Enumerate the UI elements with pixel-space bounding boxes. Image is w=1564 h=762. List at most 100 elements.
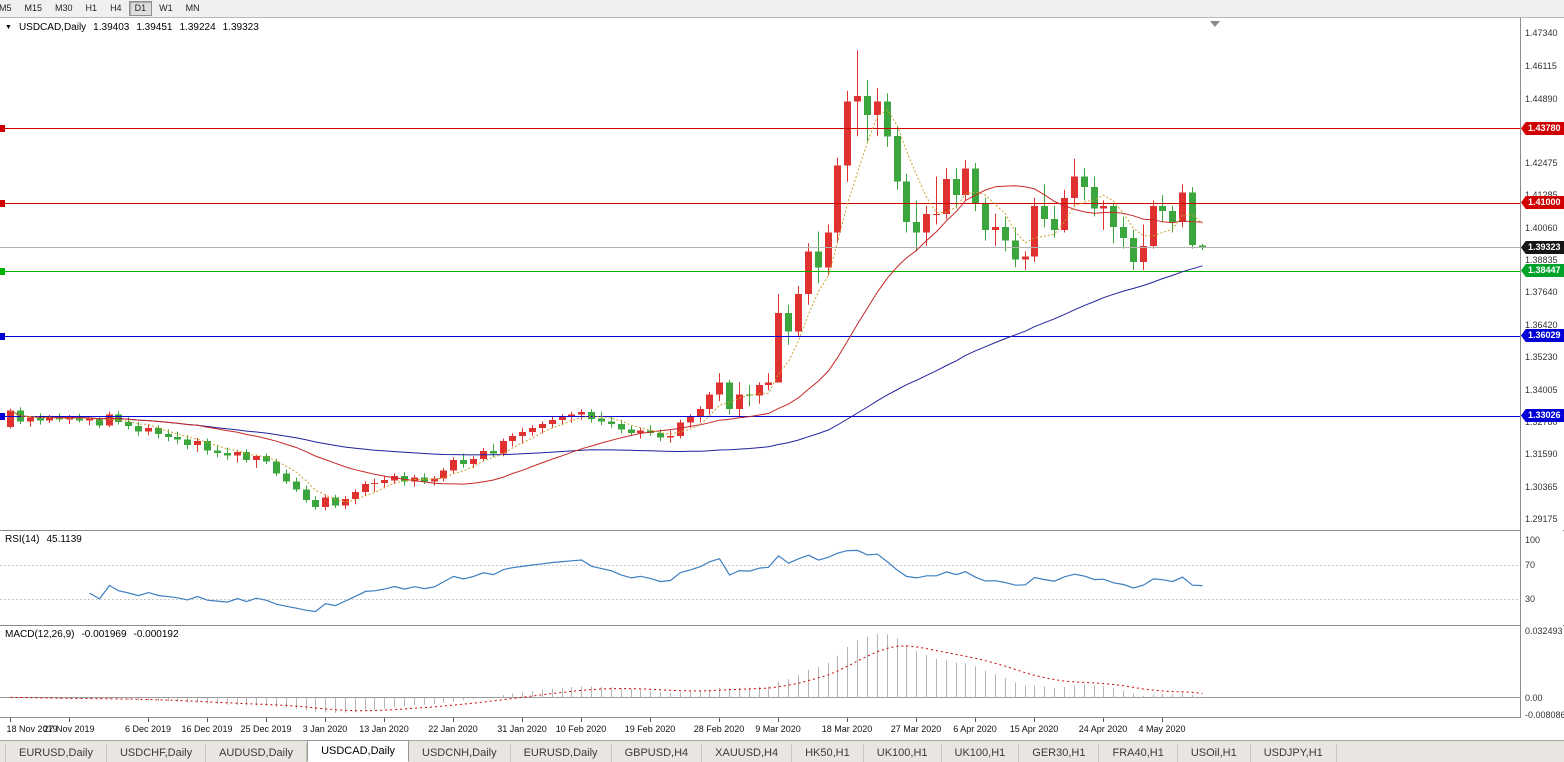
date-label: 18 Mar 2020 — [821, 724, 873, 734]
price-tick-label: 1.29175 — [1525, 514, 1558, 524]
price-tick-label: 1.42475 — [1525, 158, 1558, 168]
high-value: 1.39451 — [136, 22, 173, 33]
date-label: 16 Dec 2019 — [181, 724, 233, 734]
price-tick-label: 1.36420 — [1525, 320, 1558, 330]
time-tick — [847, 718, 848, 722]
chart-tab[interactable]: UK100,H1 — [864, 744, 942, 762]
date-label: 19 Feb 2020 — [624, 724, 676, 734]
price-tick-label: 1.47340 — [1525, 28, 1558, 38]
time-tick — [778, 718, 779, 722]
price-tick-label: 1.38835 — [1525, 255, 1558, 265]
chart-tab[interactable]: EURUSD,Daily — [511, 744, 612, 762]
time-tick — [581, 718, 582, 722]
macd-indicator-name: MACD(12,26,9) — [5, 629, 75, 640]
timeframe-button-H4[interactable]: H4 — [104, 1, 128, 16]
chart-menu-arrow-icon[interactable]: ▼ — [5, 24, 12, 31]
chart-tab[interactable]: FRA40,H1 — [1099, 744, 1178, 762]
chart-tab[interactable]: GBPUSD,H4 — [612, 744, 703, 762]
date-label: 15 Apr 2020 — [1009, 724, 1059, 734]
main-chart[interactable] — [0, 18, 1520, 530]
rsi-indicator-name: RSI(14) — [5, 534, 40, 545]
price-tick-label: 1.32780 — [1525, 417, 1558, 427]
date-label: 24 Apr 2020 — [1078, 724, 1128, 734]
timeframe-button-M30[interactable]: M30 — [49, 1, 79, 16]
rsi-axis-label: 30 — [1525, 594, 1536, 604]
chart-tabs-bar: EURUSD,Daily USDCHF,Daily AUDUSD,Daily USDC… — [0, 740, 1564, 762]
macd-axis-label: 0.00 — [1525, 693, 1543, 703]
timeframe-button-MN[interactable]: MN — [180, 1, 206, 16]
date-label: 31 Jan 2020 — [497, 724, 547, 734]
chart-tab[interactable]: HK50,H1 — [792, 744, 864, 762]
open-value: 1.39403 — [93, 22, 130, 33]
price-badge: 1.38447 — [1521, 264, 1564, 277]
macd-label: MACD(12,26,9) -0.001969 -0.000192 — [5, 629, 179, 640]
time-tick — [650, 718, 651, 722]
date-label: 6 Apr 2020 — [953, 724, 997, 734]
price-tick-label: 1.31590 — [1525, 449, 1558, 459]
chart-tab[interactable]: USDJPY,H1 — [1251, 744, 1337, 762]
price-badge: 1.39323 — [1521, 241, 1564, 254]
chart-tab[interactable]: USDCNH,Daily — [409, 744, 511, 762]
rsi-value: 45.1139 — [46, 534, 82, 545]
time-tick — [325, 718, 326, 722]
rsi-axis-label: 70 — [1525, 560, 1536, 570]
chart-tab[interactable]: USDCAD,Daily — [307, 740, 410, 762]
time-tick — [719, 718, 720, 722]
time-tick — [69, 718, 70, 722]
time-tick — [148, 718, 149, 722]
chart-tab[interactable]: UK100,H1 — [942, 744, 1020, 762]
time-tick — [916, 718, 917, 722]
chart-tab[interactable]: XAUUSD,H4 — [702, 744, 793, 762]
timeframe-button-M5[interactable]: M5 — [0, 1, 18, 16]
time-tick — [1034, 718, 1035, 722]
time-tick — [1162, 718, 1163, 722]
rsi-panel[interactable] — [0, 531, 1520, 625]
date-label: 13 Jan 2020 — [359, 724, 409, 734]
rsi-axis-label: 100 — [1525, 535, 1541, 545]
chart-tab[interactable]: GER30,H1 — [1019, 744, 1100, 762]
timeframe-button-W1[interactable]: W1 — [153, 1, 179, 16]
price-tick-label: 1.44890 — [1525, 94, 1558, 104]
price-tick-label: 1.46115 — [1525, 61, 1557, 71]
time-axis[interactable]: 18 Nov 2019 27 Nov 2019 6 Dec 2019 16 Dec 2… — [0, 718, 1520, 740]
panel-divider[interactable] — [0, 530, 1564, 531]
low-value: 1.39224 — [179, 22, 216, 33]
macd-panel[interactable] — [0, 626, 1520, 717]
price-badge: 1.41000 — [1521, 196, 1564, 209]
date-label: 22 Jan 2020 — [428, 724, 478, 734]
price-tick-label: 1.41285 — [1525, 190, 1558, 200]
chart-tab[interactable]: USDCHF,Daily — [107, 744, 207, 762]
macd-signal-value: -0.000192 — [133, 629, 179, 640]
price-tick-label: 1.30365 — [1525, 482, 1558, 492]
timeframe-button-H1[interactable]: H1 — [80, 1, 104, 16]
time-tick — [453, 718, 454, 722]
macd-axis-label: -0.008086 — [1525, 710, 1564, 720]
time-tick — [1103, 718, 1104, 722]
price-tick-label: 1.40060 — [1525, 223, 1558, 233]
time-tick — [522, 718, 523, 722]
macd-value: -0.001969 — [81, 629, 127, 640]
timeframe-toolbar: M5 M15 M30 H1 H4 D1 W1 MN — [0, 0, 1564, 18]
date-label: 10 Feb 2020 — [555, 724, 607, 734]
time-tick — [10, 718, 11, 722]
price-badge: 1.43780 — [1521, 122, 1564, 135]
rsi-label: RSI(14) 45.1139 — [5, 534, 82, 545]
date-label: 3 Jan 2020 — [302, 724, 348, 734]
time-tick — [975, 718, 976, 722]
price-badge: 1.33026 — [1521, 409, 1564, 422]
panel-divider[interactable] — [0, 625, 1564, 626]
chart-tab[interactable]: EURUSD,Daily — [5, 744, 107, 762]
chart-tab[interactable]: USOil,H1 — [1178, 744, 1251, 762]
date-label: 27 Mar 2020 — [890, 724, 942, 734]
chart-title: ▼ USDCAD,Daily 1.39403 1.39451 1.39224 1… — [5, 22, 259, 33]
symbol-name: USDCAD,Daily — [18, 22, 87, 33]
panel-divider — [0, 717, 1564, 718]
date-label: 4 May 2020 — [1138, 724, 1186, 734]
timeframe-button-D1[interactable]: D1 — [128, 1, 153, 16]
price-axis[interactable]: 1.47340 1.46115 1.44890 1.42475 1.41285 1.400… — [1520, 18, 1564, 720]
date-label: 18 Nov 2019 — [6, 724, 58, 734]
timeframe-button-M15[interactable]: M15 — [19, 1, 49, 16]
date-label: 28 Feb 2020 — [693, 724, 745, 734]
chart-tab[interactable]: AUDUSD,Daily — [206, 744, 308, 762]
price-tick-label: 1.37640 — [1525, 287, 1558, 297]
